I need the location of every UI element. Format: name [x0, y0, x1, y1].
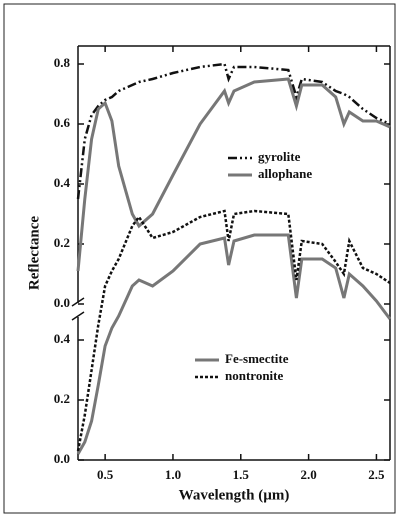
y-tick-label: 0.0 — [54, 295, 70, 310]
series-line — [76, 77, 391, 272]
series-line — [76, 233, 392, 455]
y-tick-label: 0.8 — [54, 55, 71, 70]
x-tick-label: 2.0 — [300, 467, 316, 482]
y-tick-label: 0.2 — [54, 391, 70, 406]
frame — [3, 3, 396, 514]
y-tick-label: 0.6 — [54, 115, 71, 130]
legend-label: allophane — [258, 166, 312, 181]
y-tick-label: 0.0 — [54, 451, 70, 466]
axis-break — [71, 297, 85, 307]
x-tick-label: 0.5 — [97, 467, 114, 482]
y-tick-label: 0.2 — [54, 235, 70, 250]
x-axis-title: Wavelength (µm) — [179, 487, 290, 503]
y-tick-label: 0.4 — [54, 331, 71, 346]
axis-break — [71, 311, 85, 321]
series-line — [76, 209, 391, 452]
x-tick-label: 2.5 — [368, 467, 385, 482]
legend-label: nontronite — [225, 368, 283, 383]
x-tick-label: 1.5 — [233, 467, 250, 482]
y-axis-title: Reflectance — [26, 216, 42, 290]
x-tick-label: 1.0 — [165, 467, 181, 482]
legend-label: Fe-smectite — [225, 351, 289, 366]
y-tick-label: 0.4 — [54, 175, 71, 190]
series-line — [76, 62, 391, 200]
legend-label: gyrolite — [258, 149, 301, 164]
